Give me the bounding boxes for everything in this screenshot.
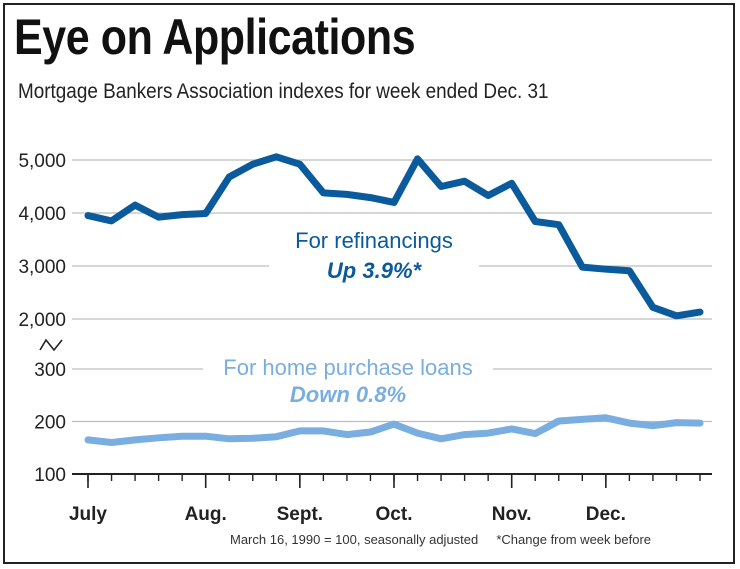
footnote-base: March 16, 1990 = 100, seasonally adjuste… [230,532,479,547]
y-tick-label: 300 [34,360,66,381]
x-tick-label: Aug. [185,504,227,525]
x-tick-label: Dec. [586,504,626,525]
x-tick-label: Sept. [277,504,323,525]
series-line-purchase [84,414,704,446]
chart-title: Eye on Applications [14,9,416,65]
chart-subtitle: Mortgage Bankers Association indexes for… [18,80,549,103]
series-labels: For refinancings Up 3.9%* For home purchas… [203,224,493,411]
series-label-bg [203,351,493,411]
series-change-purchase: Down 0.8% [290,382,406,407]
axes: 2,000 3,000 4,000 5,000 100 200 300 July Aug. Sep… [18,151,712,525]
series-label-refinance: For refinancings [295,228,453,253]
series-lines [84,153,704,446]
footnote-change: *Change from week before [496,532,652,547]
y-tick-label: 2,000 [18,310,66,331]
footnote: March 16, 1990 = 100, seasonally adjuste… [230,532,651,547]
y-tick-label: 4,000 [18,204,66,225]
x-tick-label: Oct. [376,504,413,525]
axis-break-icon [39,338,63,352]
y-tick-label: 5,000 [18,151,66,172]
series-change-refinance: Up 3.9%* [327,258,423,283]
y-tick-label: 100 [34,465,66,486]
series-label-bg [269,224,479,284]
y-tick-label: 200 [34,413,66,434]
series-label-purchase: For home purchase loans [223,355,472,380]
series-line-refinance [84,153,704,320]
y-tick-label: 3,000 [18,257,66,278]
x-tick-label: July [69,504,107,525]
footnote-spacer [482,532,493,547]
x-tick-label: Nov. [492,504,532,525]
